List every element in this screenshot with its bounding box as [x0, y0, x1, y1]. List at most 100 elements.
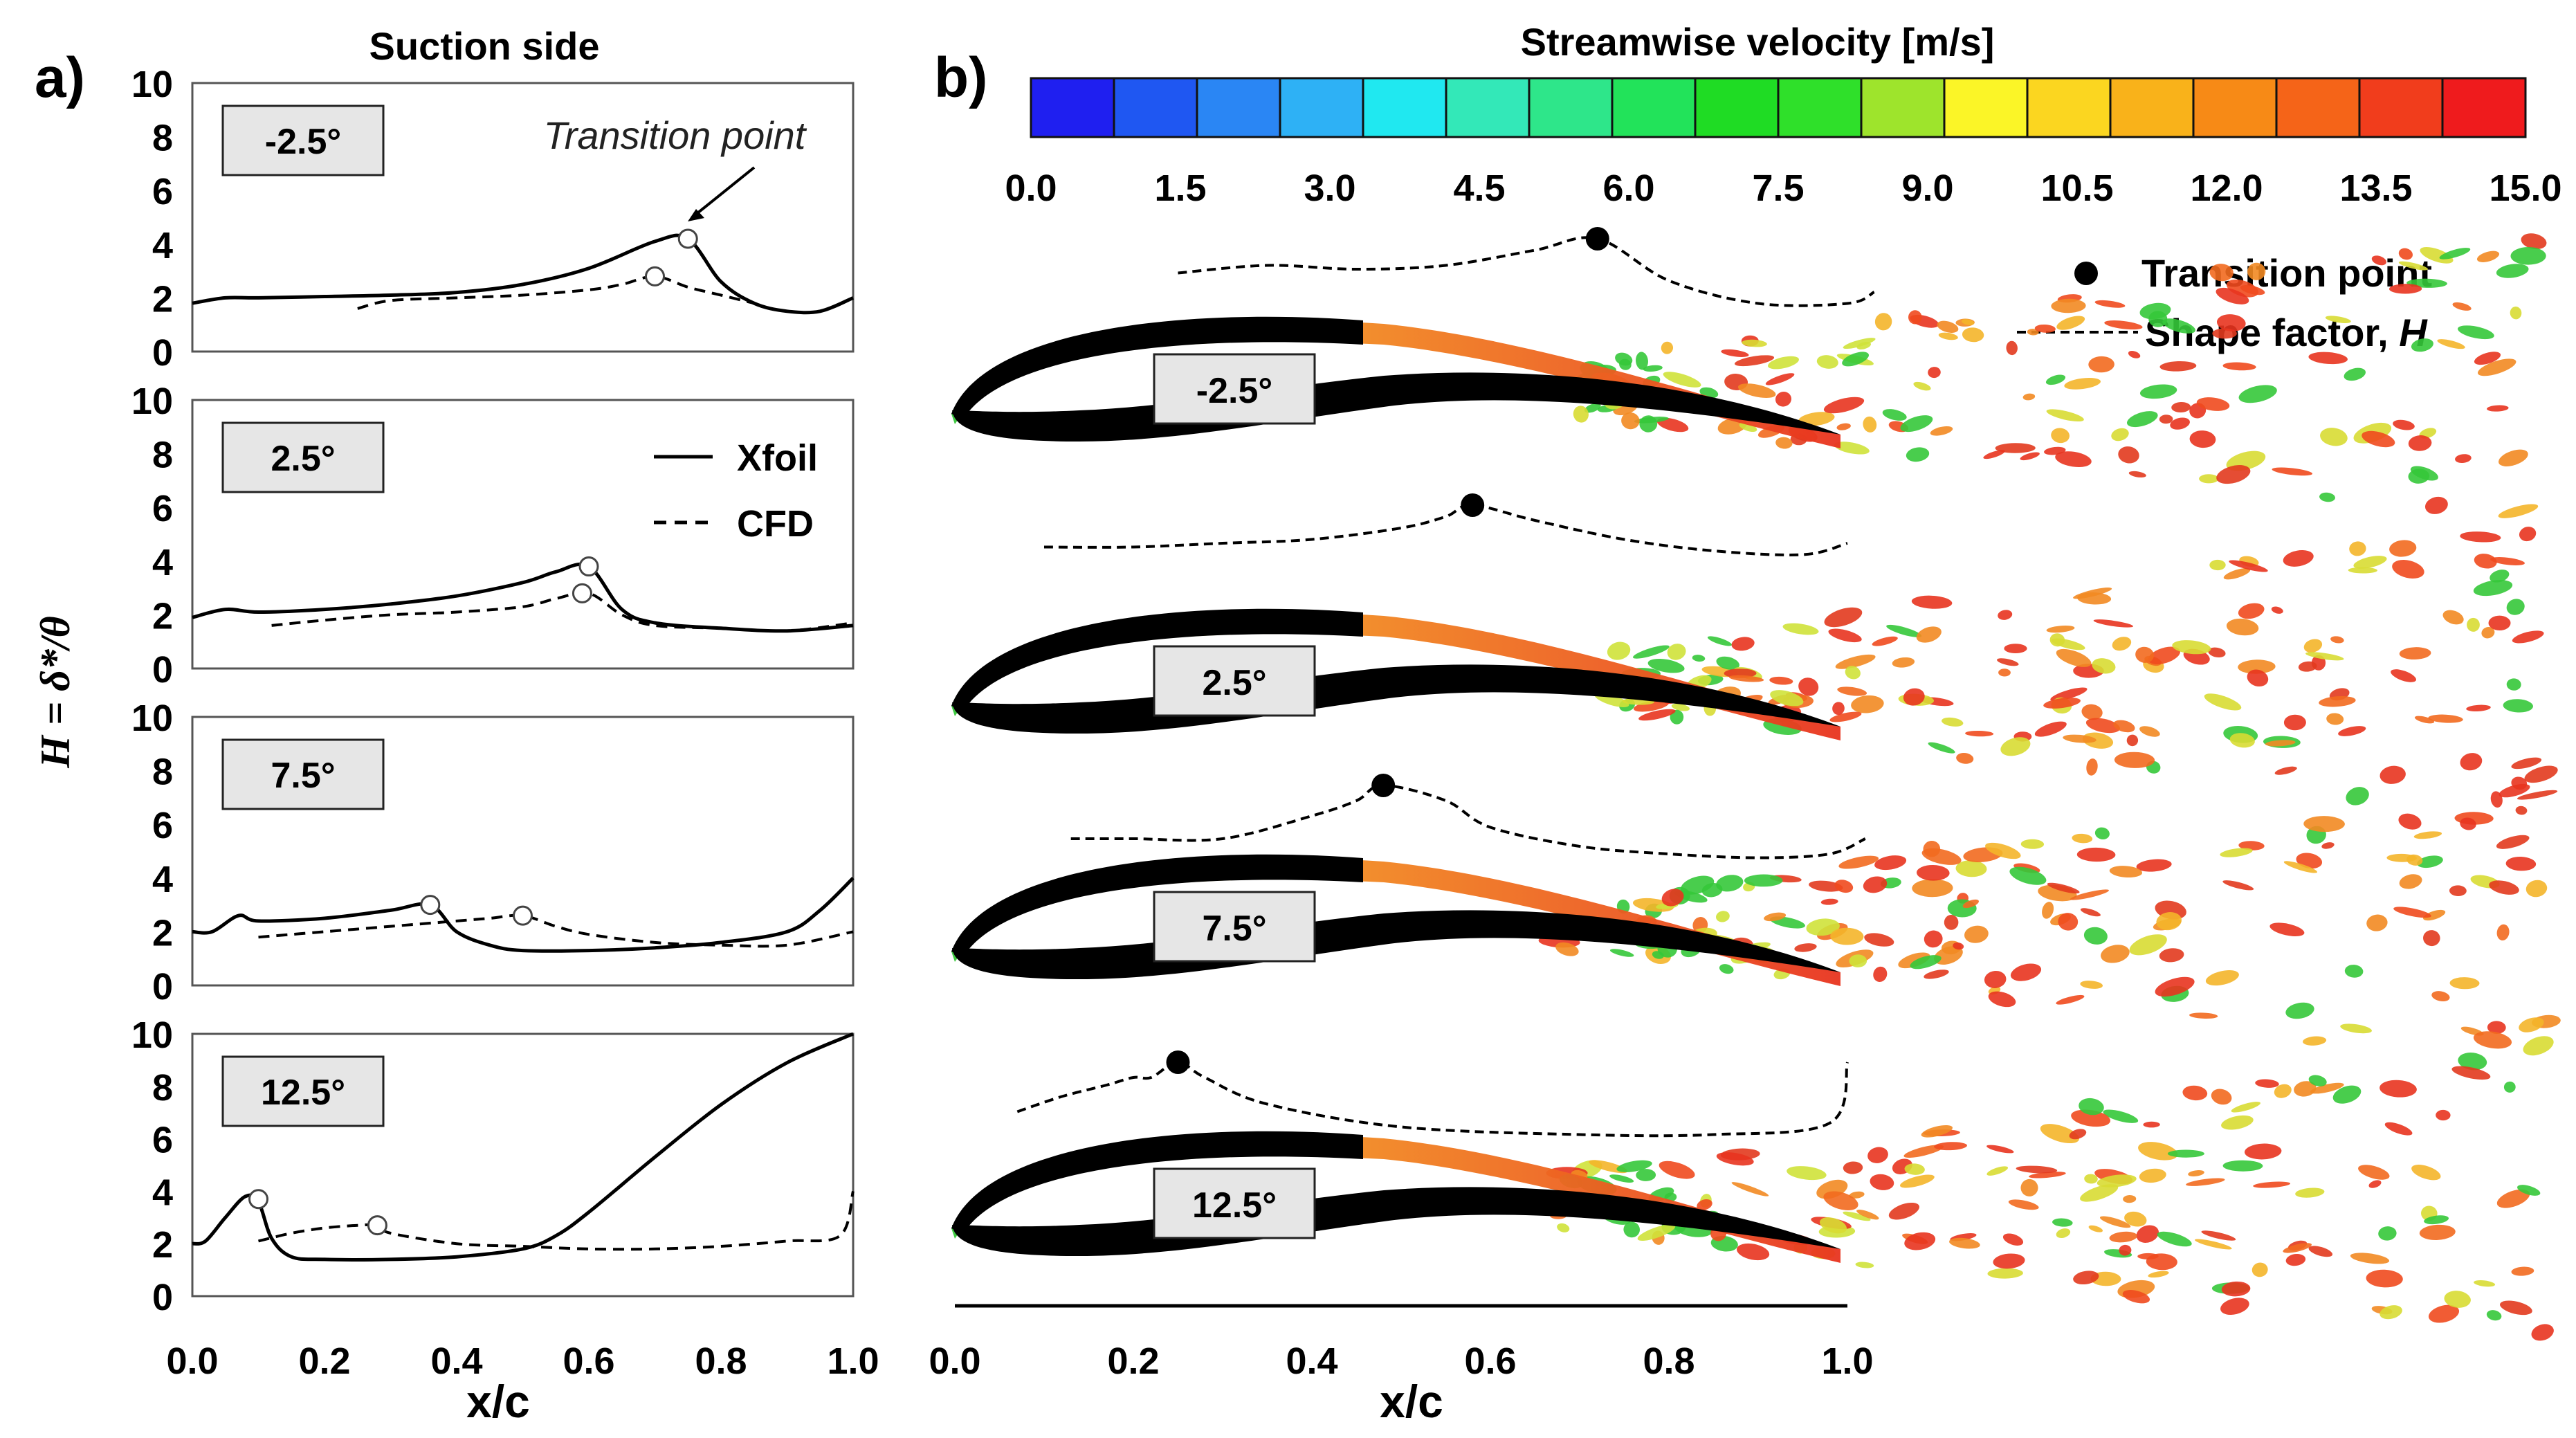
- wake-structure: [1903, 688, 1925, 706]
- wake-structure: [2081, 704, 2103, 720]
- wake-structure: [2340, 1023, 2372, 1034]
- y-axis-label: H = δ*/θ: [33, 616, 78, 768]
- wake-structure: [2406, 854, 2423, 866]
- wake-structure: [2155, 976, 2195, 997]
- wake-structure: [2049, 633, 2065, 647]
- wake-structure: [2362, 430, 2395, 448]
- subplot-frame: [191, 82, 855, 353]
- wake-structure: [2283, 1243, 2312, 1253]
- colorbar-segment: [1943, 77, 2029, 138]
- wake-structure: [2392, 560, 2424, 579]
- wake-structure: [1921, 1125, 1953, 1138]
- wake-structure: [1916, 626, 1942, 643]
- wake-structure: [2439, 248, 2471, 260]
- wake-structure: [2449, 977, 2480, 990]
- wake-structure: [2229, 560, 2268, 572]
- wake-structure: [1661, 341, 1674, 354]
- y-tick-label: 0: [152, 966, 173, 1008]
- wake-structure: [2094, 300, 2126, 308]
- wake-structure: [2051, 298, 2086, 313]
- wake-structure: [1842, 352, 1869, 367]
- angle-label: 7.5°: [271, 756, 335, 796]
- wake-structure: [2111, 428, 2129, 442]
- wake-structure: [2496, 835, 2530, 849]
- wake-structure: [2016, 1165, 2058, 1174]
- angle-box: [1153, 1167, 1316, 1239]
- wake-structure: [1671, 703, 1690, 711]
- colorbar-tick-label: 12.0: [2190, 167, 2263, 209]
- wake-structure: [2496, 924, 2510, 941]
- wake-structure: [2157, 1231, 2192, 1247]
- wake-structure: [2113, 720, 2135, 733]
- wake-structure: [1856, 342, 1872, 349]
- wake-structure: [2080, 981, 2103, 989]
- wake-structure: [2205, 970, 2239, 986]
- x-tick-label: 0.2: [1107, 1340, 1159, 1382]
- x-tick-label: 0.6: [1464, 1340, 1516, 1382]
- wake-structure: [2080, 908, 2101, 917]
- airfoil-lower-surface: [952, 372, 1840, 442]
- y-tick-label: 8: [152, 1067, 173, 1109]
- wake-structure: [1765, 373, 1795, 385]
- wake-structure: [2487, 1021, 2506, 1035]
- wake-structure: [2467, 617, 2480, 632]
- colorbar-tick-label: 7.5: [1752, 167, 1804, 209]
- angle-label: 12.5°: [1192, 1185, 1277, 1226]
- wake-structure: [1965, 730, 1994, 737]
- transition-marker: [645, 266, 665, 286]
- colorbar-segment: [1279, 77, 1364, 138]
- wake-structure: [2452, 302, 2472, 311]
- wake-structure: [1775, 392, 1792, 407]
- wake-structure: [2188, 1170, 2204, 1176]
- wake-structure: [2353, 556, 2387, 569]
- wake-structure: [2119, 1244, 2132, 1256]
- wake-structure: [2379, 765, 2406, 784]
- wake-structure: [2056, 994, 2085, 1005]
- wake-structure: [2358, 1165, 2390, 1180]
- wake-structure: [2428, 1304, 2460, 1323]
- wake-structure: [2216, 465, 2251, 484]
- wake-structure: [2346, 787, 2369, 806]
- colorbar-segment: [1694, 77, 1780, 138]
- wake-structure: [2128, 471, 2146, 477]
- wake-structure: [2344, 367, 2366, 381]
- wake-structure: [2094, 827, 2110, 840]
- wake-structure: [2474, 1280, 2496, 1287]
- x-tick-label: 0.0: [929, 1340, 980, 1382]
- wake-structure: [1636, 1169, 1656, 1181]
- wake-structure: [1882, 409, 1907, 421]
- wake-structure: [1849, 954, 1867, 967]
- wake-structure: [2519, 527, 2537, 542]
- wake-structure: [2499, 783, 2530, 798]
- wake-structure: [1904, 1163, 1925, 1175]
- colorbar-segment: [2192, 77, 2278, 138]
- wake-structure: [1928, 742, 1955, 754]
- wake-structure: [1830, 927, 1864, 945]
- wake-structure: [1912, 879, 1953, 898]
- wake-structure: [2303, 639, 2323, 653]
- y-tick-label: 2: [152, 278, 173, 320]
- wake-structure: [2473, 580, 2513, 597]
- wake-structure: [1910, 955, 1942, 970]
- wake-structure: [1843, 1211, 1871, 1221]
- angle-label: 2.5°: [1202, 663, 1266, 703]
- y-tick-label: 6: [152, 171, 173, 212]
- wake-structure: [2034, 721, 2067, 737]
- angle-label: 7.5°: [1202, 909, 1266, 949]
- wake-structure: [2204, 693, 2242, 711]
- wake-structure: [2056, 648, 2092, 667]
- wake-structure: [1667, 644, 1686, 660]
- wake-structure: [2269, 922, 2305, 936]
- wake-structure: [2135, 646, 2155, 663]
- wake-structure: [2399, 874, 2422, 889]
- wake-structure: [2220, 848, 2253, 857]
- transition-marker: [1585, 227, 1609, 251]
- wake-structure: [1639, 415, 1658, 433]
- shape-factor-line: [1070, 783, 1866, 859]
- wake-structure: [2506, 599, 2525, 615]
- wake-structure: [2020, 452, 2040, 461]
- transition-marker: [1166, 1050, 1190, 1074]
- y-tick-label: 2: [152, 1224, 173, 1266]
- wake-structure: [1962, 899, 1979, 909]
- wake-structure: [1900, 1174, 1935, 1188]
